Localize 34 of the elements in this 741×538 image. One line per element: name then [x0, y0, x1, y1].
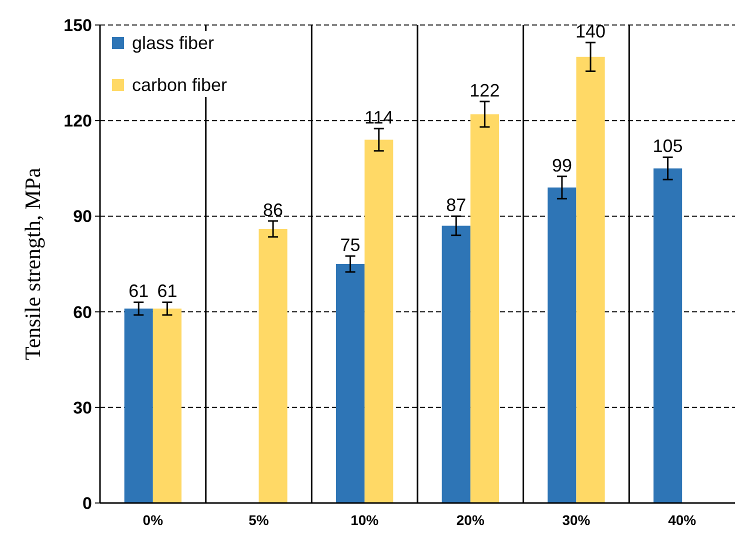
bar	[336, 264, 365, 503]
y-tick-label: 90	[73, 207, 92, 226]
y-tick-label: 60	[73, 302, 92, 322]
x-tick-label: 10%	[350, 512, 380, 528]
data-label: 140	[576, 22, 606, 42]
x-tick-label: 40%	[668, 512, 697, 528]
x-tick-label: 20%	[456, 512, 485, 528]
bar	[548, 188, 576, 503]
bar	[152, 308, 182, 503]
y-tick-label: 120	[64, 112, 92, 131]
legend-label: carbon fiber	[132, 75, 228, 95]
data-label: 99	[552, 155, 572, 176]
data-label: 122	[470, 80, 500, 100]
x-tick-label: 30%	[562, 512, 591, 528]
data-label: 75	[340, 235, 360, 256]
bar	[124, 308, 153, 503]
data-label: 61	[128, 281, 149, 302]
x-tick-label: 0%	[142, 512, 164, 528]
y-axis-title: Tensile strength, MPa	[20, 168, 45, 360]
data-label: 61	[157, 281, 178, 302]
data-label: 87	[446, 195, 466, 216]
y-tick-label: 0	[82, 494, 92, 513]
bar	[364, 140, 394, 503]
data-label: 86	[263, 200, 284, 220]
bar	[654, 168, 682, 503]
bar	[576, 56, 605, 503]
bar	[258, 228, 288, 503]
data-label: 105	[652, 136, 683, 156]
x-tick-label: 5%	[248, 512, 270, 528]
bar	[470, 114, 499, 503]
y-tick-label: 30	[73, 398, 92, 418]
legend-label: glass fiber	[132, 33, 214, 53]
bar	[442, 226, 470, 503]
y-tick-label: 150	[64, 16, 92, 35]
